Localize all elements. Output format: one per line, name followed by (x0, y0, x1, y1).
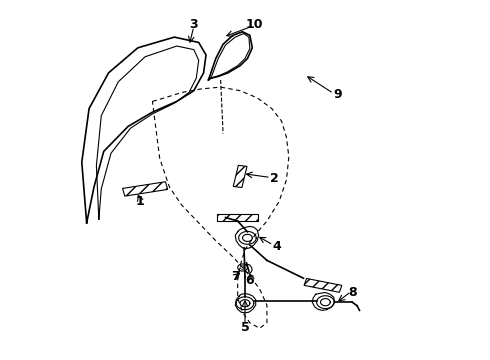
FancyBboxPatch shape (122, 182, 168, 196)
Text: 7: 7 (231, 270, 240, 283)
Text: 8: 8 (348, 286, 357, 299)
Text: 10: 10 (246, 18, 264, 31)
Text: 2: 2 (270, 172, 279, 185)
Text: 1: 1 (136, 195, 145, 208)
Text: 4: 4 (272, 240, 281, 253)
FancyBboxPatch shape (233, 165, 247, 188)
Text: 3: 3 (190, 18, 198, 31)
Text: 9: 9 (333, 88, 342, 101)
FancyBboxPatch shape (217, 214, 258, 221)
FancyBboxPatch shape (304, 279, 342, 292)
Text: 6: 6 (245, 274, 254, 287)
Text: 5: 5 (241, 321, 249, 334)
